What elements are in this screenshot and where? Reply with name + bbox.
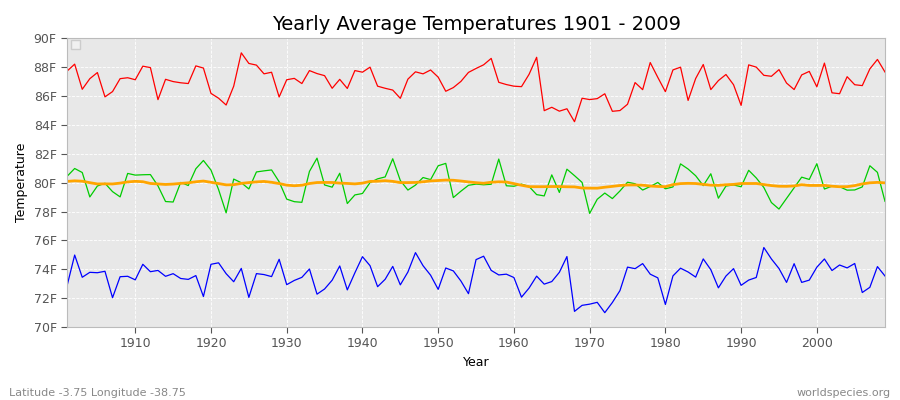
20 Yr Trend	[122, 180, 133, 184]
20 Yr Trend	[334, 181, 345, 186]
Max Temp	[62, 69, 73, 74]
Mean Temp	[615, 188, 626, 193]
Legend: 	[71, 40, 80, 49]
20 Yr Trend	[508, 181, 519, 186]
Min Temp	[62, 283, 73, 288]
X-axis label: Year: Year	[463, 356, 490, 369]
Title: Yearly Average Temperatures 1901 - 2009: Yearly Average Temperatures 1901 - 2009	[272, 15, 680, 34]
Line: 20 Yr Trend: 20 Yr Trend	[68, 180, 885, 188]
20 Yr Trend	[62, 179, 73, 184]
Min Temp	[759, 245, 769, 250]
Mean Temp	[342, 201, 353, 206]
Mean Temp	[584, 211, 595, 216]
20 Yr Trend	[289, 183, 300, 188]
Text: Latitude -3.75 Longitude -38.75: Latitude -3.75 Longitude -38.75	[9, 388, 186, 398]
Mean Temp	[289, 199, 300, 204]
Max Temp	[342, 86, 353, 91]
Min Temp	[879, 274, 890, 278]
Max Temp	[569, 119, 580, 124]
Mean Temp	[879, 199, 890, 204]
Min Temp	[501, 272, 512, 276]
Max Temp	[516, 84, 526, 89]
Max Temp	[508, 84, 519, 88]
Min Temp	[122, 274, 133, 279]
20 Yr Trend	[516, 183, 526, 188]
Mean Temp	[516, 182, 526, 186]
Max Temp	[236, 50, 247, 55]
Line: Mean Temp: Mean Temp	[68, 158, 885, 213]
Line: Min Temp: Min Temp	[68, 248, 885, 313]
Max Temp	[296, 81, 307, 86]
20 Yr Trend	[440, 178, 451, 182]
Min Temp	[289, 278, 300, 283]
Y-axis label: Temperature: Temperature	[15, 143, 28, 222]
Mean Temp	[62, 174, 73, 179]
Min Temp	[599, 310, 610, 315]
20 Yr Trend	[879, 180, 890, 185]
Mean Temp	[508, 184, 519, 189]
Max Temp	[615, 108, 626, 113]
Mean Temp	[122, 171, 133, 176]
20 Yr Trend	[615, 183, 626, 188]
Mean Temp	[311, 156, 322, 160]
Min Temp	[334, 264, 345, 268]
20 Yr Trend	[592, 186, 603, 190]
Max Temp	[879, 70, 890, 74]
Min Temp	[607, 300, 617, 305]
Min Temp	[508, 275, 519, 280]
Max Temp	[122, 75, 133, 80]
Text: worldspecies.org: worldspecies.org	[796, 388, 891, 398]
Line: Max Temp: Max Temp	[68, 53, 885, 122]
